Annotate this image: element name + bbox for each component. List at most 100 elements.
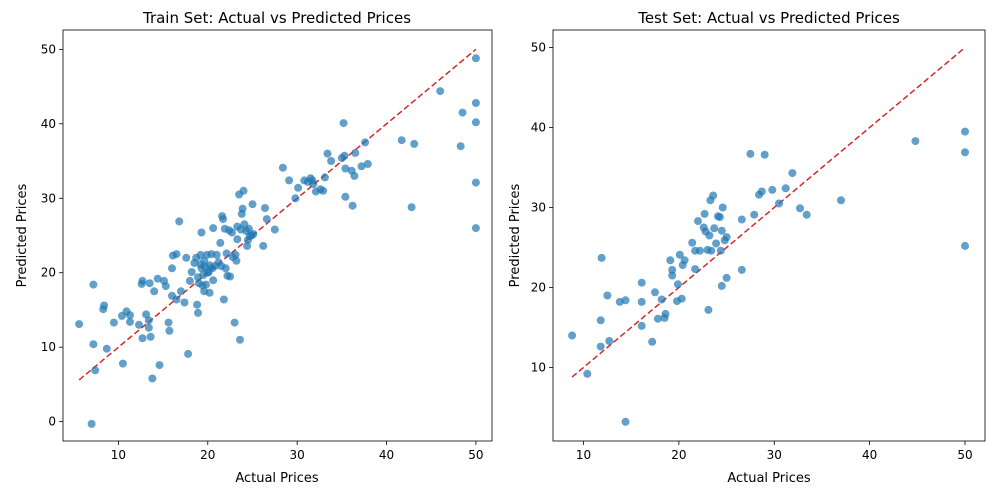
train-point-74 xyxy=(219,215,227,224)
train-point-99 xyxy=(244,224,253,233)
train-point-133 xyxy=(361,138,370,147)
train-point-82 xyxy=(227,228,236,237)
train-y-tick-label-20: 20 xyxy=(41,266,56,280)
train-point-140 xyxy=(458,108,467,117)
test-point-10 xyxy=(637,321,646,330)
train-point-42 xyxy=(187,268,196,276)
test-point-13 xyxy=(648,337,657,346)
train-point-46 xyxy=(194,308,202,317)
train-point-19 xyxy=(144,316,153,325)
test-point-24 xyxy=(675,250,684,259)
test-point-32 xyxy=(695,246,704,255)
test-point-9 xyxy=(621,296,630,305)
train-point-69 xyxy=(212,250,221,259)
test-point-23 xyxy=(673,280,682,289)
test-point-20 xyxy=(668,265,677,274)
train-point-8 xyxy=(109,318,118,327)
test-point-15 xyxy=(653,314,662,323)
train-point-66 xyxy=(209,224,218,233)
train-point-39 xyxy=(182,253,191,262)
train-point-111 xyxy=(294,183,303,192)
train-point-139 xyxy=(456,142,465,151)
test-point-5 xyxy=(603,291,612,300)
test-point-61 xyxy=(775,199,783,208)
train-y-ticks: 0 10 20 30 40 50 xyxy=(41,42,63,429)
test-point-4 xyxy=(597,253,606,262)
train-point-26 xyxy=(155,361,164,370)
train-point-28 xyxy=(161,282,170,291)
train-point-137 xyxy=(410,139,419,148)
train-point-78 xyxy=(222,249,231,258)
train-point-132 xyxy=(357,162,366,171)
test-point-11 xyxy=(637,297,646,306)
train-point-38 xyxy=(180,298,189,307)
test-point-40 xyxy=(707,246,716,255)
test-point-21 xyxy=(668,271,677,280)
train-point-21 xyxy=(145,279,154,288)
test-y-tick-label-20: 20 xyxy=(531,280,546,294)
train-point-7 xyxy=(102,344,111,353)
test-x-tick-label-40: 40 xyxy=(862,448,877,462)
train-y-tick-label-40: 40 xyxy=(41,117,56,131)
train-point-29 xyxy=(164,318,173,327)
train-point-22 xyxy=(146,332,155,341)
test-point-55 xyxy=(746,149,755,158)
train-point-97 xyxy=(243,241,252,250)
train-point-127 xyxy=(341,164,350,173)
x-axis-label: Actual Prices xyxy=(727,471,811,486)
train-point-110 xyxy=(291,194,300,203)
test-point-63 xyxy=(788,169,797,178)
test-point-37 xyxy=(704,305,713,314)
train-point-142 xyxy=(471,99,480,107)
train-point-14 xyxy=(135,320,143,329)
test-point-51 xyxy=(722,233,731,242)
train-point-102 xyxy=(248,200,257,209)
test-point-18 xyxy=(661,309,670,318)
test-point-12 xyxy=(637,278,646,287)
train-x-tick-label-50: 50 xyxy=(468,448,483,462)
train-reference-line xyxy=(78,48,477,381)
train-point-13 xyxy=(126,317,134,326)
train-point-86 xyxy=(232,256,241,265)
test-point-41 xyxy=(709,191,718,200)
test-point-48 xyxy=(717,226,726,235)
train-point-51 xyxy=(197,228,206,237)
train-point-135 xyxy=(397,136,406,145)
test-point-54 xyxy=(737,265,746,274)
test-point-8 xyxy=(621,417,630,426)
test-x-tick-label-10: 10 xyxy=(576,448,591,462)
test-plot-frame xyxy=(552,29,986,442)
train-point-104 xyxy=(259,241,268,250)
train-point-12 xyxy=(126,311,134,320)
train-point-119 xyxy=(319,186,328,195)
train-point-136 xyxy=(407,203,416,212)
train-point-129 xyxy=(348,201,357,210)
train-point-120 xyxy=(320,173,329,182)
train-point-37 xyxy=(177,287,185,296)
train-x-tick-label-40: 40 xyxy=(379,448,394,462)
train-point-75 xyxy=(219,295,228,304)
train-point-2 xyxy=(89,340,98,349)
train-point-58 xyxy=(202,280,210,289)
train-point-24 xyxy=(150,287,159,296)
test-reference-line-group xyxy=(571,47,966,378)
y-axis-label: Predicted Prices xyxy=(508,183,523,287)
train-point-18 xyxy=(142,310,151,319)
test-point-16 xyxy=(657,295,666,304)
train-point-103 xyxy=(249,230,258,238)
train-x-tick-label-20: 20 xyxy=(200,448,215,462)
train-point-36 xyxy=(175,217,184,226)
train-point-77 xyxy=(221,264,230,273)
train-point-81 xyxy=(226,272,235,281)
train-point-126 xyxy=(341,192,350,201)
train-reference-line-group xyxy=(78,48,477,381)
test-point-53 xyxy=(737,215,746,224)
test-point-66 xyxy=(837,196,845,205)
test-point-0 xyxy=(568,331,577,340)
test-point-46 xyxy=(716,246,725,255)
train-point-93 xyxy=(238,204,247,213)
test-chart: Test Set: Actual vs Predicted Prices 10 2… xyxy=(508,9,986,486)
test-point-62 xyxy=(781,184,790,193)
train-point-121 xyxy=(323,149,332,158)
